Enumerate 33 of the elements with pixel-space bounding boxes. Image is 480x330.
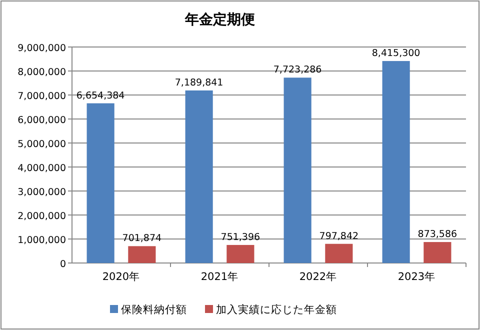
data-label: 797,842 <box>319 230 359 242</box>
data-label: 701,874 <box>122 233 162 244</box>
y-tick-label: 9,000,000 <box>18 43 66 54</box>
y-tick-label: 5,000,000 <box>18 139 66 150</box>
bar <box>128 246 156 263</box>
chart-title: 年金定期便 <box>184 11 255 28</box>
bar <box>185 90 213 263</box>
data-label: 7,189,841 <box>174 77 224 88</box>
x-tick-label: 2021年 <box>200 271 239 283</box>
bar <box>382 61 410 263</box>
legend-label: 保険料納付額 <box>121 303 187 316</box>
bar <box>86 103 114 263</box>
y-tick-label: 1,000,000 <box>18 235 66 246</box>
y-tick-label: 7,000,000 <box>18 91 66 102</box>
bar <box>424 242 452 263</box>
data-label: 6,654,384 <box>76 90 125 102</box>
y-tick-label: 6,000,000 <box>18 115 66 126</box>
x-tick-label: 2022年 <box>299 271 338 283</box>
data-label: 873,586 <box>418 229 458 240</box>
bar <box>284 78 312 263</box>
data-label: 8,415,300 <box>372 48 420 60</box>
y-tick-label: 3,000,000 <box>18 187 66 198</box>
data-label: 7,723,286 <box>273 64 322 76</box>
legend-label: 加入実績に応じた年金額 <box>216 303 337 316</box>
data-label: 751,396 <box>220 232 260 243</box>
bar <box>226 244 254 263</box>
x-tick-label: 2020年 <box>102 271 140 283</box>
x-tick-label: 2023年 <box>398 271 436 283</box>
y-tick-label: 0 <box>60 259 66 270</box>
bar <box>325 244 353 263</box>
y-tick-label: 4,000,000 <box>18 163 66 174</box>
y-tick-label: 8,000,000 <box>18 67 66 78</box>
y-tick-label: 2,000,000 <box>18 211 66 222</box>
